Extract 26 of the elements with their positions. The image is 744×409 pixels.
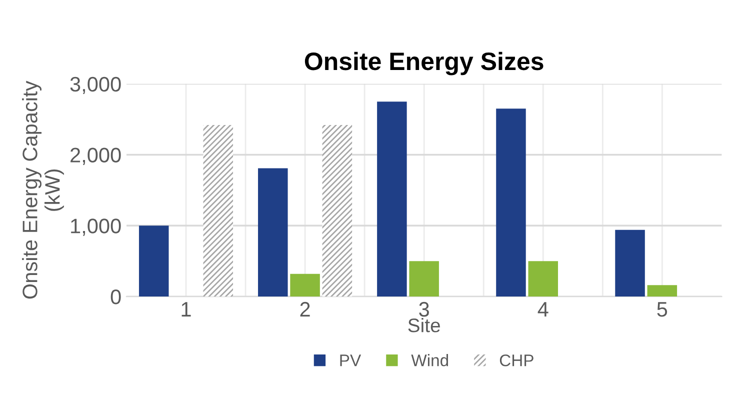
- legend-label: PV: [340, 354, 362, 366]
- bar: [138, 226, 169, 297]
- x-tick-label: 4: [538, 302, 548, 316]
- bar: [615, 230, 645, 297]
- bar: [377, 102, 407, 297]
- y-tick-label: 3,000: [70, 76, 121, 94]
- x-tick-label: 2: [300, 302, 310, 316]
- bar: [258, 168, 288, 297]
- chart-title: Onsite Energy Sizes: [304, 52, 544, 76]
- x-tick-label: 3: [419, 302, 429, 317]
- legend-label: CHP: [500, 354, 534, 366]
- y-tick-label: 1,000: [71, 218, 121, 236]
- bar: [290, 274, 320, 297]
- bar: [528, 261, 558, 297]
- bar: [647, 285, 678, 297]
- legend-label: Wind: [411, 354, 448, 366]
- bar: [496, 108, 526, 297]
- y-tick-label: 0: [110, 290, 121, 304]
- bar: [203, 124, 234, 297]
- y-tick-label: 2,000: [70, 148, 121, 165]
- x-tick-label: 1: [182, 302, 191, 316]
- x-axis-title: Site: [408, 318, 440, 332]
- bar: [322, 124, 352, 297]
- y-axis-title: Onsite Energy Capacity (kW): [22, 80, 64, 299]
- x-tick-label: 5: [657, 302, 668, 317]
- bar: [409, 261, 439, 297]
